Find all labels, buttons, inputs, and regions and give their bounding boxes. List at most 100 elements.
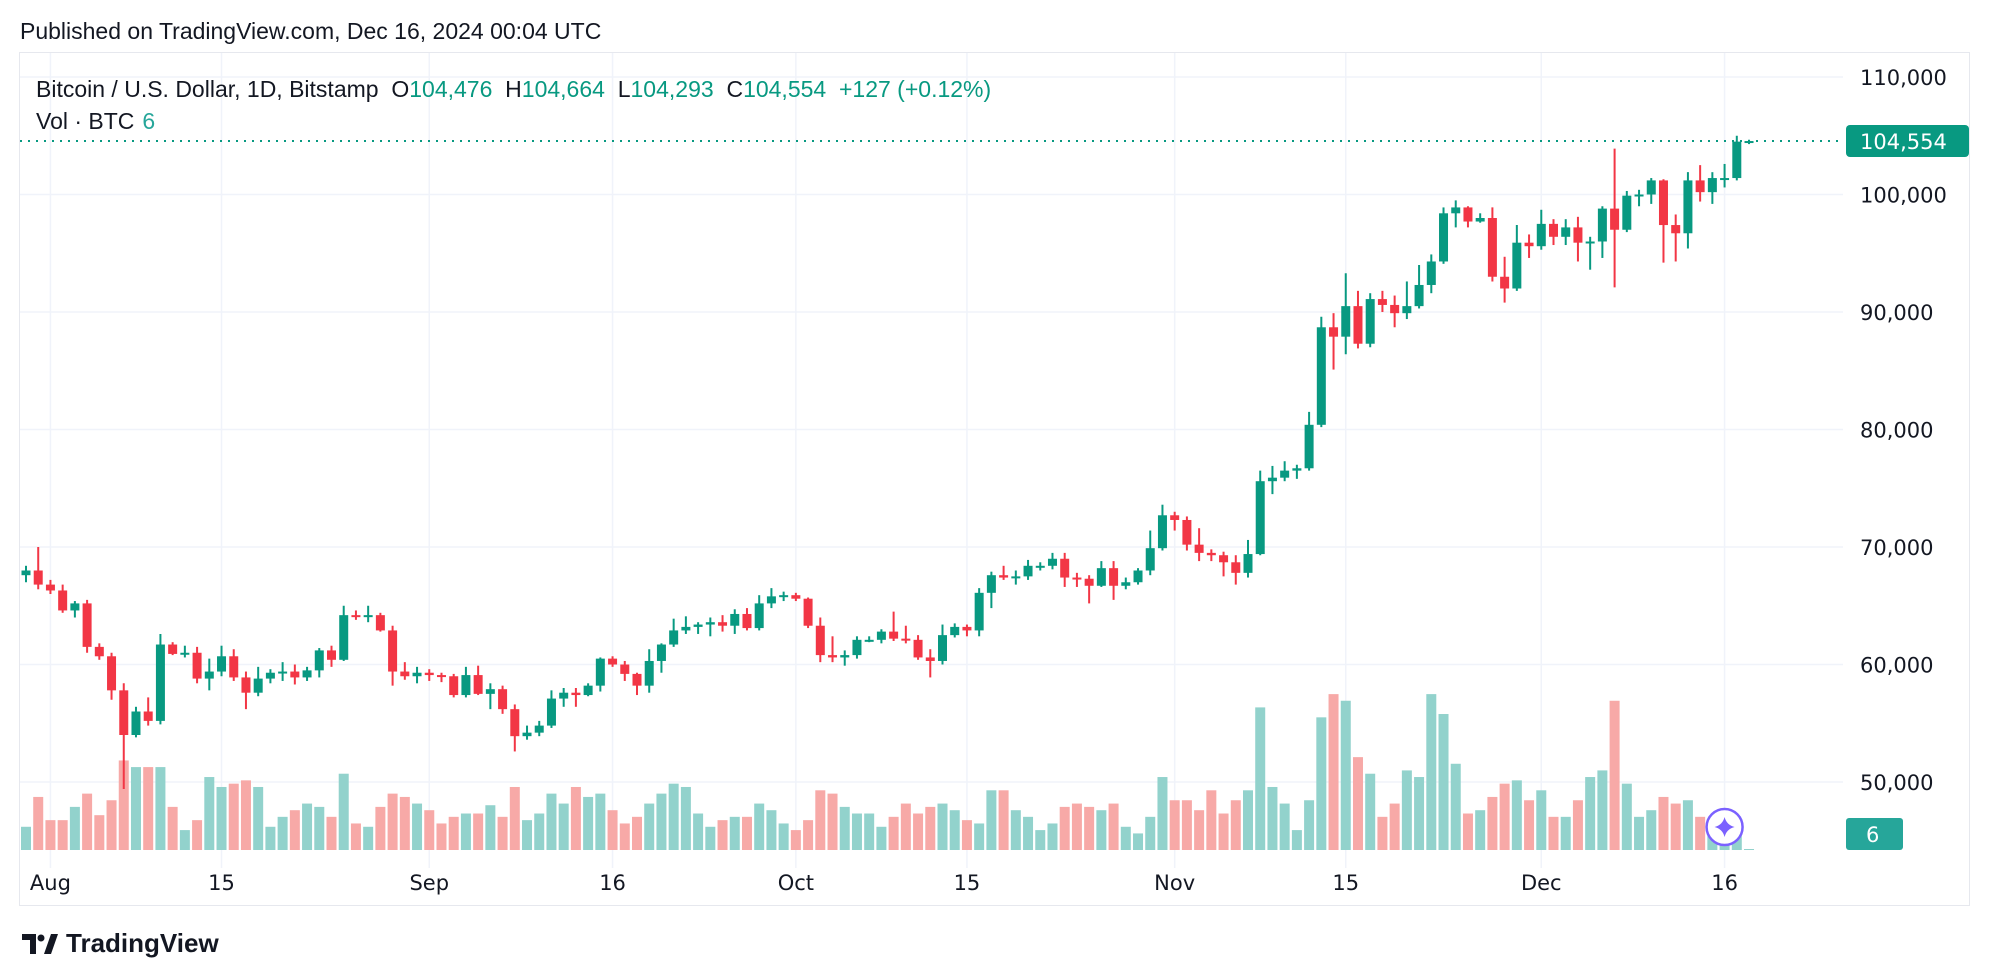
candle-body <box>94 646 104 657</box>
volume-bar <box>1670 803 1681 850</box>
candle-body <box>1109 568 1119 586</box>
candle-body <box>938 635 947 661</box>
candle <box>852 636 862 659</box>
candle-body <box>1023 565 1033 577</box>
candle <box>742 608 752 631</box>
candle <box>351 610 361 620</box>
volume-bar <box>82 793 93 850</box>
volume-bar <box>1304 800 1315 850</box>
candle-body <box>1585 241 1595 244</box>
candle-body <box>962 626 972 631</box>
volume-bar <box>45 820 56 850</box>
candle-body <box>559 692 569 699</box>
open-value: 104,476 <box>409 76 493 102</box>
volume-bar <box>277 816 288 850</box>
candles <box>21 135 1754 790</box>
volume-bar <box>888 816 899 850</box>
price-tick-label: 80,000 <box>1860 419 1933 443</box>
candle-body <box>436 675 446 678</box>
volume-bar <box>851 813 862 850</box>
candle <box>522 725 532 740</box>
candle-body <box>1304 424 1314 469</box>
open-label: O <box>391 76 410 102</box>
volume-bar <box>1560 816 1571 850</box>
volume-bar <box>1340 700 1351 850</box>
volume-bar <box>69 806 80 850</box>
candle <box>1170 511 1180 531</box>
candle-body <box>889 631 899 639</box>
volume-bar <box>1695 816 1706 850</box>
volume-bars <box>21 694 1755 850</box>
low-value: 104,293 <box>630 76 714 102</box>
candle <box>1182 516 1192 551</box>
candle-body <box>1365 299 1375 344</box>
volume-bar <box>57 820 68 850</box>
candle <box>485 683 495 710</box>
candle <box>155 633 165 725</box>
volume-bar <box>240 780 251 850</box>
volume-bar <box>1499 783 1510 850</box>
candle <box>571 688 581 707</box>
candle <box>962 624 972 637</box>
candle-body <box>461 675 471 696</box>
candle-body <box>1414 284 1424 307</box>
candle-body <box>290 671 300 678</box>
candle-body <box>1561 227 1571 237</box>
candle <box>168 642 178 656</box>
candle <box>1096 561 1106 587</box>
volume-bar <box>607 810 618 850</box>
candle-body <box>779 595 789 598</box>
volume-bar <box>937 803 948 850</box>
candle <box>94 643 104 660</box>
candle <box>1035 562 1045 571</box>
symbol-title: Bitcoin / U.S. Dollar, 1D, Bitstamp <box>36 76 379 102</box>
last-price-tag <box>1846 124 1969 157</box>
candle <box>718 615 728 632</box>
candle <box>1255 470 1265 556</box>
volume-bar <box>1084 806 1095 850</box>
volume-bar <box>1426 694 1437 850</box>
volume-bar <box>1181 800 1192 850</box>
volume-bar <box>1279 803 1290 850</box>
candle-body <box>45 584 55 591</box>
candle-body <box>241 677 251 693</box>
volume-bar <box>473 813 484 850</box>
candle-body <box>265 672 275 679</box>
candle <box>58 584 68 613</box>
candle <box>938 624 947 665</box>
volume-bar <box>546 793 557 850</box>
volume-bar <box>913 813 924 850</box>
volume-bar <box>839 806 850 850</box>
candle-body <box>1524 242 1534 247</box>
candle-body <box>1060 558 1070 578</box>
candle-body <box>473 675 483 694</box>
volume-bar <box>33 796 44 850</box>
candle <box>595 657 605 692</box>
sparkle-icon[interactable] <box>1705 807 1744 847</box>
price-tick-label: 100,000 <box>1860 184 1947 208</box>
candle <box>681 616 691 634</box>
candle <box>339 605 349 661</box>
volume-bar <box>900 803 911 850</box>
volume-value: 6 <box>142 108 156 134</box>
candle-body <box>1744 141 1754 144</box>
volume-bar <box>1218 813 1229 850</box>
candle <box>1206 549 1216 562</box>
candle-body <box>1475 218 1485 222</box>
candle <box>143 697 153 726</box>
candle <box>1524 234 1534 258</box>
candle-body <box>644 660 654 686</box>
candle <box>1377 290 1387 312</box>
candle-body <box>1182 519 1192 545</box>
time-tick-label: Dec <box>1521 871 1562 895</box>
candle <box>1695 165 1705 202</box>
candle <box>864 636 874 643</box>
candle <box>461 666 471 698</box>
candle <box>1304 411 1314 471</box>
candle-body <box>1610 208 1620 230</box>
volume-bar <box>925 806 936 850</box>
volume-bar <box>1047 823 1058 850</box>
footer-brand[interactable]: TradingView <box>22 928 219 959</box>
candle-body <box>1047 558 1057 566</box>
